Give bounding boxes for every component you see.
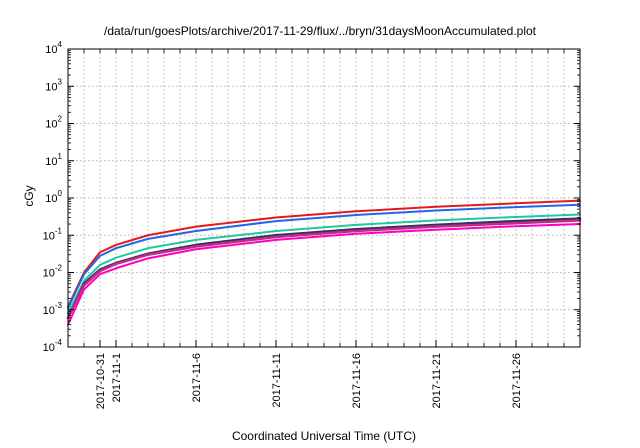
y-tick-exponent: 1 bbox=[58, 152, 63, 161]
y-tick-label: 104 bbox=[45, 40, 62, 56]
y-tick-base: 10 bbox=[45, 44, 57, 56]
y-tick-base: 10 bbox=[43, 342, 55, 354]
x-axis-label: Coordinated Universal Time (UTC) bbox=[232, 429, 416, 443]
y-tick-exponent: 4 bbox=[58, 40, 63, 49]
y-tick-label: 101 bbox=[45, 152, 62, 168]
y-tick-exponent: -2 bbox=[55, 264, 63, 273]
series-lines bbox=[66, 199, 582, 326]
x-tick-label: 2017-10-31 bbox=[95, 353, 107, 409]
x-tick-labels: 2017-10-31 2017-11-1 2017-11-6 2017-11-11 20… bbox=[95, 353, 523, 409]
y-tick-label: 10-4 bbox=[43, 338, 63, 354]
axes bbox=[67, 48, 581, 348]
x-tick-label: 2017-11-6 bbox=[191, 353, 203, 402]
x-tick-label: 2017-11-11 bbox=[271, 353, 283, 408]
y-tick-base: 10 bbox=[45, 119, 57, 131]
chart-title: /data/run/goesPlots/archive/2017-11-29/f… bbox=[104, 24, 537, 38]
x-tick-label: 2017-11-26 bbox=[511, 353, 523, 408]
y-tick-exponent: -1 bbox=[55, 226, 63, 235]
y-tick-base: 10 bbox=[43, 268, 55, 280]
y-tick-exponent: 3 bbox=[58, 77, 63, 86]
y-tick-base: 10 bbox=[43, 230, 55, 242]
x-tick-label: 2017-11-16 bbox=[351, 353, 363, 408]
y-tick-base: 10 bbox=[45, 156, 57, 168]
y-tick-exponent: 0 bbox=[58, 189, 63, 198]
x-tick-label: 2017-11-21 bbox=[431, 353, 443, 408]
series-line bbox=[67, 203, 581, 310]
y-tick-base: 10 bbox=[45, 81, 57, 93]
series-line bbox=[67, 223, 581, 326]
y-tick-label: 102 bbox=[45, 115, 62, 131]
y-tick-exponent: -3 bbox=[55, 301, 63, 310]
y-tick-label: 10-3 bbox=[43, 301, 63, 317]
y-tick-label: 103 bbox=[45, 77, 62, 93]
y-tick-base: 10 bbox=[45, 193, 57, 205]
y-tick-label: 10-2 bbox=[43, 264, 63, 280]
x-tick-label: 2017-11-1 bbox=[111, 353, 123, 402]
series-line bbox=[67, 213, 581, 315]
grid bbox=[68, 48, 580, 348]
series-line bbox=[67, 199, 581, 308]
series-line bbox=[66, 219, 582, 320]
y-tick-exponent: -4 bbox=[55, 338, 63, 347]
y-tick-base: 10 bbox=[43, 305, 55, 317]
y-tick-label: 100 bbox=[45, 189, 62, 205]
y-tick-label: 10-1 bbox=[43, 226, 63, 242]
plot-frame bbox=[67, 48, 581, 348]
y-axis-label: cGy bbox=[22, 185, 36, 206]
y-tick-exponent: 2 bbox=[58, 115, 63, 124]
